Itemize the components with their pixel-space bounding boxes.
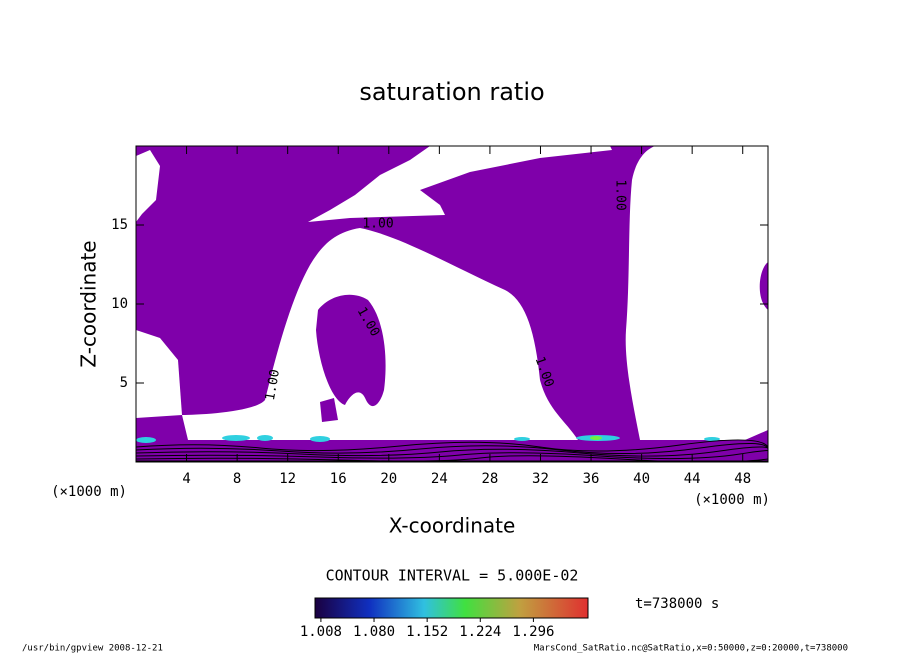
y-tick-label: 15 bbox=[111, 217, 128, 233]
colorbar-tick-label: 1.224 bbox=[459, 624, 501, 640]
y-tick-label: 10 bbox=[111, 296, 128, 312]
high-spots bbox=[136, 435, 720, 443]
chart-title: saturation ratio bbox=[359, 78, 544, 106]
contour-label: 1.00 bbox=[263, 368, 283, 401]
y-axis-label: Z-coordinate bbox=[77, 240, 101, 367]
footer-left: /usr/bin/gpview 2008-12-21 bbox=[22, 644, 163, 654]
colorbar-tick-label: 1.296 bbox=[512, 624, 554, 640]
x-tick-label: 16 bbox=[330, 471, 347, 487]
x-unit-label: (×1000 m) bbox=[51, 484, 127, 500]
contour-interval: CONTOUR INTERVAL = 5.000E-02 bbox=[326, 567, 579, 585]
x-unit-label: (×1000 m) bbox=[694, 492, 770, 508]
x-tick-label: 36 bbox=[583, 471, 600, 487]
y-tick-label: 5 bbox=[120, 375, 128, 391]
x-axis-label: X-coordinate bbox=[389, 514, 516, 538]
contour-blob bbox=[320, 398, 338, 422]
time-label: t=738000 s bbox=[635, 596, 719, 612]
x-tick-label: 20 bbox=[380, 471, 397, 487]
contour-blob bbox=[316, 294, 386, 407]
colorbar-tick-label: 1.152 bbox=[406, 624, 448, 640]
footer-right: MarsCond_SatRatio.nc@SatRatio,x=0:50000,… bbox=[534, 644, 848, 654]
x-tick-label: 28 bbox=[481, 471, 498, 487]
high-spot bbox=[590, 436, 602, 440]
x-tick-label: 12 bbox=[279, 471, 296, 487]
x-tick-label: 44 bbox=[684, 471, 701, 487]
x-tick-label: 24 bbox=[431, 471, 448, 487]
x-tick-label: 40 bbox=[633, 471, 650, 487]
colorbar-tick-label: 1.080 bbox=[353, 624, 395, 640]
colorbar bbox=[314, 597, 589, 619]
contour-lines bbox=[136, 439, 768, 462]
x-tick-label: 4 bbox=[182, 471, 190, 487]
x-tick-label: 32 bbox=[532, 471, 549, 487]
x-tick-label: 48 bbox=[734, 471, 751, 487]
x-tick-label: 8 bbox=[233, 471, 241, 487]
contour-label: 1.00 bbox=[362, 217, 393, 232]
contour-label: 1.00 bbox=[613, 179, 628, 210]
plot-area bbox=[136, 146, 768, 462]
colorbar-tick-label: 1.008 bbox=[300, 624, 342, 640]
